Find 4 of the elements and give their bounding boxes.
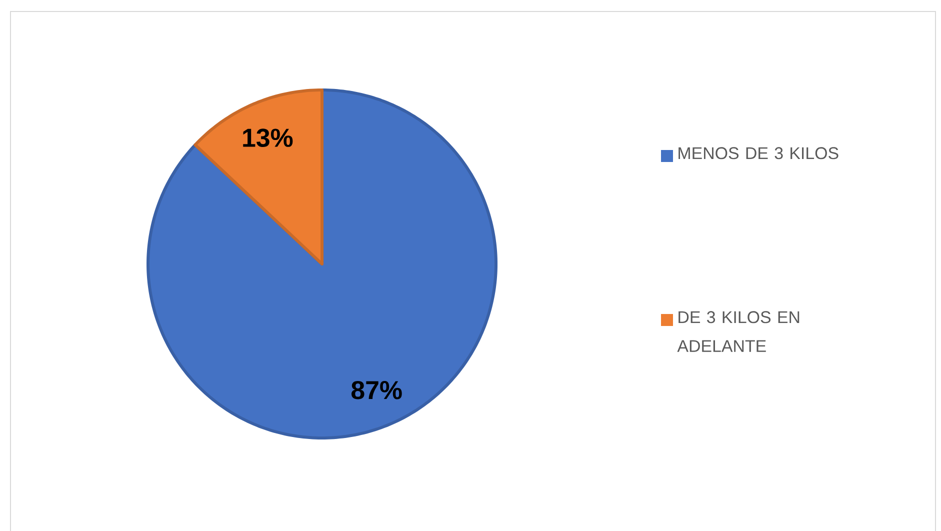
data-label: 87% [352, 380, 402, 400]
legend-label: DE 3 KILOS EN ADELANTE [677, 311, 800, 352]
legend-label: MENOS DE 3 KILOS [678, 147, 838, 160]
data-label: 13% [243, 128, 293, 148]
